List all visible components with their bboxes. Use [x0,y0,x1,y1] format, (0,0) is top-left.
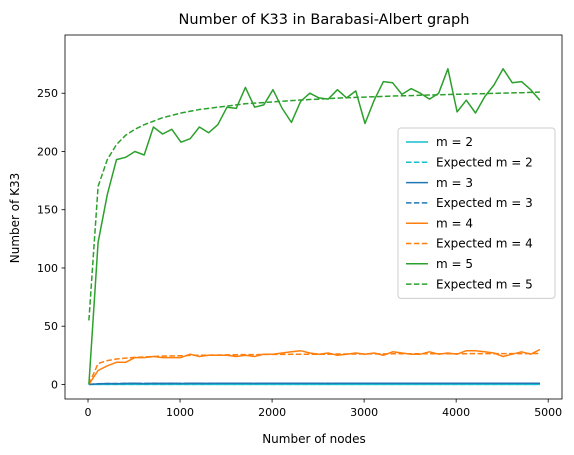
series-line-expected-m-3 [88,382,540,386]
y-tick-label: 100 [37,262,58,275]
legend-label: m = 4 [436,216,473,230]
series-line-expected-m-4 [88,352,540,385]
y-tick-label: 50 [44,320,58,333]
y-tick-label: 250 [37,87,58,100]
y-tick-label: 150 [37,204,58,217]
plot-area [88,68,541,386]
legend-label: Expected m = 4 [436,237,533,251]
legend: m = 2 Expected m = 2 m = 3 Expected m = 3 m … [397,127,556,299]
legend-label: m = 2 [436,135,473,149]
legend-label: m = 5 [436,257,473,271]
plot-frame [64,34,563,400]
x-tick-label: 4000 [442,406,470,419]
legend-label: Expected m = 2 [436,156,533,170]
x-tick-label: 5000 [534,406,562,419]
series-lines [88,68,541,386]
axes: 0 1000 2000 3000 4000 5000 0 50 100 150 200 250 [37,34,563,419]
x-axis-label: Number of nodes [262,432,366,446]
legend-label: Expected m = 5 [436,277,533,291]
x-tick-label: 0 [85,406,92,419]
legend-box [397,127,556,299]
series-line-expected-m-5 [88,91,540,321]
legend-label: Expected m = 3 [436,196,533,210]
y-tick-label: 0 [51,378,58,391]
x-tick-label: 1000 [166,406,194,419]
x-tick-label: 2000 [258,406,286,419]
x-tick-label: 3000 [350,406,378,419]
series-line-m-5 [88,68,541,385]
chart-title: Number of K33 in Barabasi-Albert graph [179,12,470,28]
y-axis-label: Number of K33 [8,173,22,264]
legend-label: m = 3 [436,176,473,190]
y-tick-label: 200 [37,145,58,158]
